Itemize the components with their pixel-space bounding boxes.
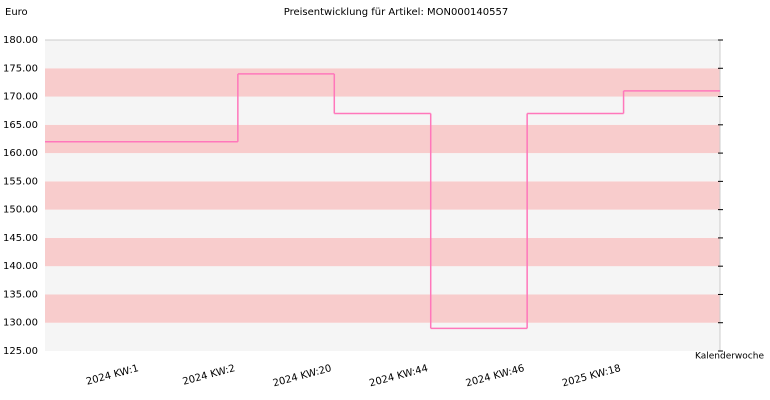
plot-band [45,294,720,323]
y-tick-label: 125.00 [3,346,38,357]
plot-band [45,68,720,97]
y-tick-label: 170.00 [3,92,38,103]
y-tick-label: 130.00 [3,318,38,329]
y-tick-label: 140.00 [3,261,38,272]
x-tick-label: 2024 KW:20 [272,363,333,389]
plot-band [45,322,720,351]
plot-band [45,124,720,154]
y-tick-label: 180.00 [3,35,38,46]
chart-title: Preisentwicklung für Artikel: MON0001405… [284,7,508,18]
x-tick-label: 2024 KW:46 [465,363,526,389]
plot-band [45,181,720,210]
x-tick-label: 2024 KW:2 [182,363,237,388]
plot-band [45,40,720,69]
y-tick-label: 135.00 [3,289,38,300]
x-axis-label: Kalenderwoche [695,352,764,362]
y-tick-label: 175.00 [3,63,38,74]
y-tick-label: 145.00 [3,233,38,244]
x-tick-label: 2025 KW:18 [561,363,622,389]
y-tick-label: 160.00 [3,148,38,159]
plot-band [45,153,720,182]
plot-band [45,266,720,295]
plot-band [45,96,720,125]
x-tick-label: 2024 KW:44 [368,363,429,389]
plot-band [45,237,720,267]
y-tick-label: 155.00 [3,176,38,187]
y-tick-label: 150.00 [3,205,38,216]
y-tick-label: 165.00 [3,120,38,131]
y-axis-label: Euro [5,7,28,18]
plot-band [45,209,720,238]
x-tick-label: 2024 KW:1 [85,363,140,388]
